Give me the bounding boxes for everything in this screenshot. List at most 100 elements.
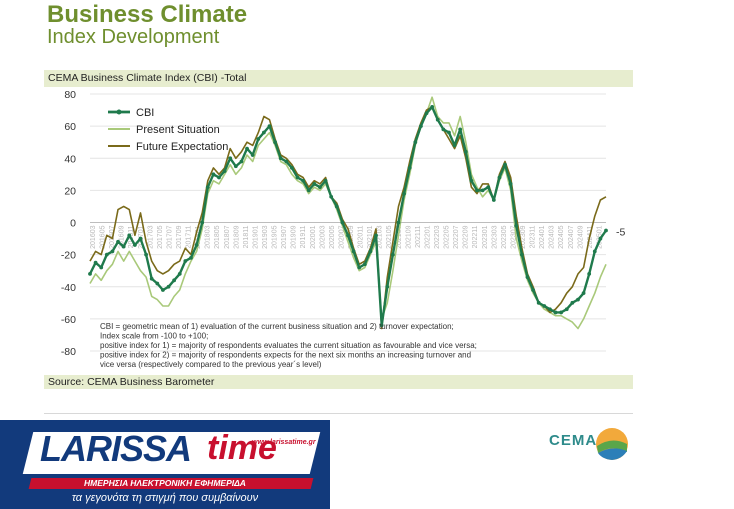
series-line-cbi xyxy=(88,105,607,327)
cbi-point xyxy=(194,243,199,247)
x-tick-label: 201707 xyxy=(166,225,173,248)
cbi-point xyxy=(604,228,608,233)
cbi-point xyxy=(598,236,603,241)
x-tick-label: 201903 xyxy=(262,225,269,248)
cbi-point xyxy=(132,243,137,247)
x-tick-label: 201901 xyxy=(252,225,259,248)
y-tick-label: -40 xyxy=(61,282,76,294)
cbi-point xyxy=(166,284,171,289)
cbi-point xyxy=(312,182,317,186)
cbi-point xyxy=(413,140,418,145)
cbi-point xyxy=(531,288,535,292)
cbi-point xyxy=(267,124,272,129)
x-tick-label: 201907 xyxy=(281,225,288,248)
x-tick-label: 201909 xyxy=(291,225,298,248)
y-tick-label: 60 xyxy=(64,121,76,133)
cbi-point xyxy=(497,175,502,180)
x-tick-label: 202107 xyxy=(396,225,403,248)
x-tick-label: 201705 xyxy=(157,225,164,248)
cbi-point xyxy=(250,153,255,157)
footer-divider xyxy=(44,413,633,414)
cbi-point xyxy=(475,188,479,193)
y-tick-label: 80 xyxy=(64,89,76,101)
cbi-point xyxy=(435,117,440,122)
y-tick-label: 40 xyxy=(64,153,76,165)
x-tick-label: 202403 xyxy=(549,225,556,248)
cbi-point xyxy=(228,156,233,161)
cbi-point xyxy=(576,297,580,302)
chart-note-line: CBI = geometric mean of 1) evaluation of… xyxy=(100,322,454,331)
cbi-point xyxy=(441,127,446,132)
x-tick-label: 201807 xyxy=(224,225,231,248)
x-tick-label: 202409 xyxy=(577,225,584,248)
x-tick-label: 201805 xyxy=(214,225,221,248)
cbi-point xyxy=(295,175,300,180)
x-tick-label: 201603 xyxy=(90,225,97,248)
x-tick-label: 202211 xyxy=(472,225,479,248)
cbi-point xyxy=(155,281,160,286)
legend-entry: Present Situation xyxy=(136,124,220,136)
x-tick-label: 201605 xyxy=(100,225,107,248)
x-tick-label: 202301 xyxy=(482,225,489,248)
chart-heading: CEMA Business Climate Index (CBI) -Total xyxy=(48,72,247,84)
cbi-point xyxy=(189,255,193,260)
larissatime-logo: LARISSA time www.larissatime.gr ΗΜΕΡΗΣΙΑ… xyxy=(0,420,330,509)
cbi-point xyxy=(245,146,249,151)
y-tick-label: -80 xyxy=(61,346,76,358)
chart-heading-band: CEMA Business Climate Index (CBI) -Total xyxy=(44,70,633,87)
page-subtitle: Index Development xyxy=(47,26,220,48)
legend-entry: CBI xyxy=(136,107,154,119)
x-tick-label: 202305 xyxy=(501,225,508,248)
cbi-point xyxy=(385,284,390,289)
x-tick-label: 202005 xyxy=(329,225,336,248)
cbi-point xyxy=(346,233,350,238)
cema-globe-icon xyxy=(596,428,628,460)
cbi-point xyxy=(334,204,339,209)
cbi-point xyxy=(559,310,564,315)
logo-tagline-secondary: τα γεγονότα τη στιγμή που συμβαίνουν xyxy=(71,492,259,504)
x-tick-label: 202101 xyxy=(367,225,374,248)
x-tick-label: 202307 xyxy=(510,225,517,248)
cbi-point xyxy=(177,272,182,276)
x-tick-label: 202405 xyxy=(558,225,565,248)
cbi-point xyxy=(379,323,384,328)
cbi-point xyxy=(581,291,586,296)
cbi-point xyxy=(329,194,334,199)
chart-note-line: vice versa (respectively compared to the… xyxy=(100,360,322,369)
cbi-point xyxy=(211,172,216,177)
y-tick-label: 0 xyxy=(70,218,76,230)
cbi-point xyxy=(323,178,328,183)
x-tick-label: 202407 xyxy=(568,225,575,248)
cbi-point xyxy=(548,307,552,312)
cbi-point xyxy=(424,111,429,116)
cbi-point xyxy=(508,182,513,186)
cbi-point xyxy=(273,140,277,145)
x-tick-label: 202201 xyxy=(424,225,431,248)
cbi-point xyxy=(390,252,395,257)
cbi-point xyxy=(430,104,435,109)
x-tick-label: 202009 xyxy=(348,225,355,248)
cbi-point xyxy=(463,149,468,154)
x-tick-label: 201809 xyxy=(233,225,240,248)
x-tick-label: 202111 xyxy=(415,225,422,247)
cbi-point xyxy=(407,165,412,170)
cbi-point xyxy=(138,236,143,241)
cbi-point xyxy=(301,178,306,183)
cbi-point xyxy=(278,156,283,161)
cbi-point xyxy=(110,249,115,254)
logo-url: www.larissatime.gr xyxy=(252,439,316,446)
cbi-point xyxy=(368,249,373,254)
cbi-point xyxy=(93,260,98,265)
cbi-point xyxy=(290,165,294,170)
cbi-point xyxy=(340,220,345,225)
end-value-label: -5 xyxy=(616,227,625,239)
cbi-point xyxy=(183,259,188,263)
cbi-point xyxy=(256,137,261,141)
cbi-point xyxy=(222,169,227,173)
x-tick-label: 201611 xyxy=(128,225,135,248)
x-tick-label: 202011 xyxy=(358,225,365,248)
x-tick-label: 202209 xyxy=(463,225,470,248)
cbi-point xyxy=(357,265,362,270)
x-tick-label: 202203 xyxy=(434,225,441,248)
chart-note-line: positive index for 1) = majority of resp… xyxy=(100,341,477,350)
